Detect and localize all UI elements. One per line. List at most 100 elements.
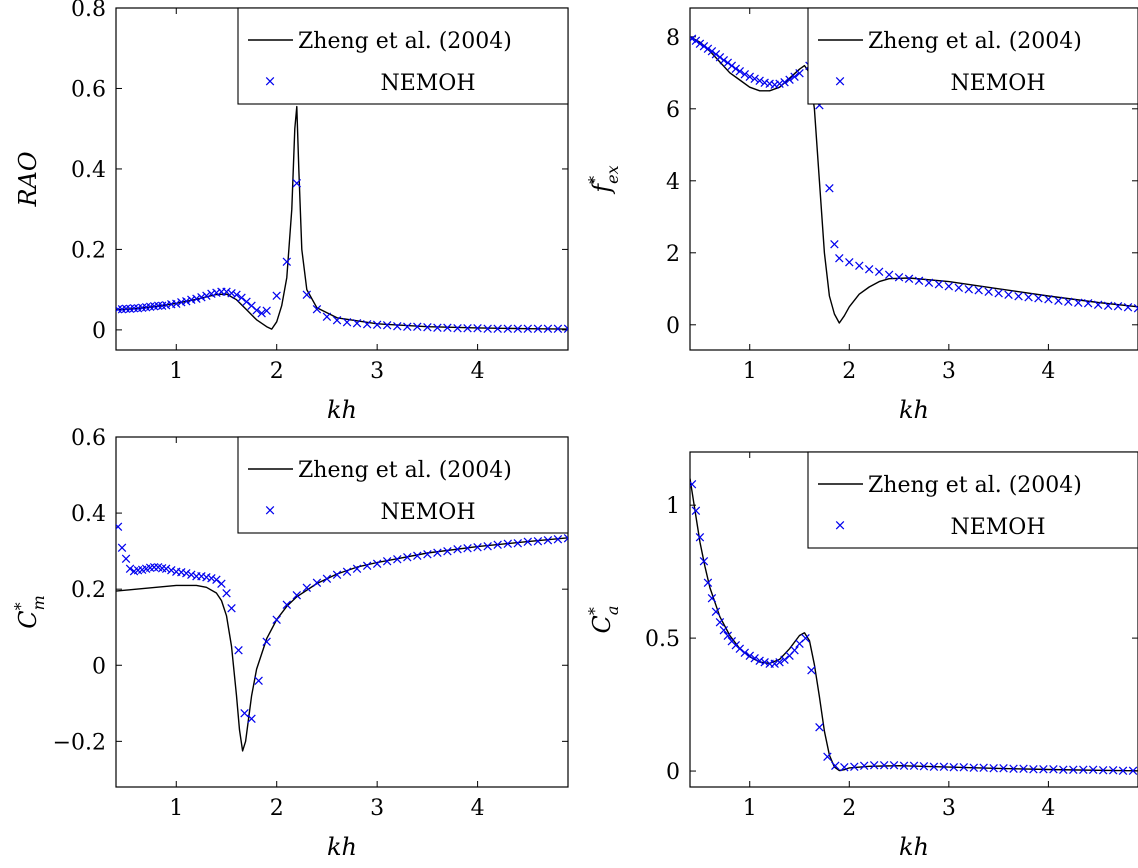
nemoh-marker: × [730,59,743,77]
nemoh-marker: × [977,759,990,777]
x-axis-label: kh [327,833,357,861]
nemoh-marker: × [829,757,842,775]
nemoh-marker: × [1052,291,1065,309]
nemoh-marker: × [140,298,153,316]
nemoh-marker: × [252,671,265,689]
nemoh-marker: × [858,757,871,775]
legend-box [237,7,569,105]
nemoh-marker: × [225,599,238,617]
nemoh-marker: × [962,280,975,298]
nemoh-marker: × [148,297,161,315]
x-axis-label: kh [327,396,357,424]
nemoh-marker: × [156,559,169,577]
y-tick-label: 1 [666,494,680,519]
x-tick-label: 2 [842,359,856,384]
nemoh-marker: × [722,626,735,644]
nemoh-marker: × [698,37,711,55]
nemoh-marker: × [1077,761,1090,779]
nemoh-marker: × [220,283,233,301]
x-tick-label: 4 [1041,796,1055,821]
legend-label-zheng: Zheng et al. (2004) [298,458,512,483]
nemoh-marker: × [768,654,781,672]
series-line-zheng [116,537,568,752]
nemoh-marker: × [853,256,866,274]
nemoh-marker: × [128,299,141,317]
y-tick-label: 0.4 [71,158,106,183]
nemoh-marker: × [185,291,198,309]
plot-area: ××××××××××××××××××××××××××××××××××××××××… [112,105,568,338]
nemoh-marker: × [238,704,251,722]
x-tick-label: 3 [942,796,956,821]
nemoh-marker: × [903,270,916,288]
nemoh-marker: × [743,67,756,85]
legend-box [807,7,1138,105]
nemoh-marker: × [706,42,719,60]
nemoh-marker: × [128,562,141,580]
nemoh-marker: × [220,584,233,602]
nemoh-marker: × [706,589,719,607]
nemoh-marker: × [351,314,364,332]
nemoh-marker: × [1047,760,1060,778]
nemoh-marker: × [112,300,125,318]
nemoh-marker: × [411,546,424,564]
nemoh-marker: × [341,313,354,331]
legend: Zheng et al. (2004) × NEMOH [807,7,1138,105]
nemoh-marker: × [778,650,791,668]
nemoh-marker: × [948,758,961,776]
nemoh-marker: × [1107,761,1120,779]
nemoh-marker: × [821,747,834,765]
y-tick-label: 0 [92,654,106,679]
nemoh-marker: × [461,539,474,557]
nemoh-marker: × [1057,760,1070,778]
nemoh-marker: × [997,759,1010,777]
nemoh-marker: × [260,302,273,320]
nemoh-marker: × [451,319,464,337]
nemoh-marker: × [124,300,137,318]
nemoh-marker: × [698,552,711,570]
nemoh-marker: × [391,317,404,335]
nemoh-marker: × [401,548,414,566]
nemoh-marker: × [778,73,791,91]
nemoh-marker: × [1122,298,1135,316]
nemoh-marker: × [805,661,818,679]
x-tick-label: 3 [370,796,384,821]
legend-label-zheng: Zheng et al. (2004) [868,473,1082,498]
nemoh-marker: × [1087,761,1100,779]
y-tick-label: 0 [666,760,680,785]
y-tick-label: 0.5 [645,627,680,652]
y-tick-label: 0.2 [71,578,106,603]
nemoh-marker: × [783,646,796,664]
nemoh-marker: × [116,538,129,556]
nemoh-marker: × [690,501,703,519]
y-tick-label: 0.8 [71,0,106,22]
nemoh-marker: × [793,64,806,82]
nemoh-marker: × [195,288,208,306]
x-tick-label: 1 [169,796,183,821]
nemoh-marker: × [873,263,886,281]
nemoh-marker: × [124,559,137,577]
nemoh-marker: × [813,718,826,736]
nemoh-marker: × [1037,760,1050,778]
nemoh-marker: × [1132,299,1138,317]
nemoh-marker: × [501,319,514,337]
nemoh-marker: × [908,757,921,775]
series-line-zheng [690,478,1138,772]
nemoh-marker: × [185,566,198,584]
nemoh-marker: × [828,235,841,253]
nemoh-marker: × [170,294,183,312]
nemoh-marker: × [195,567,208,585]
x-tick-label: 4 [471,796,485,821]
nemoh-marker: × [190,289,203,307]
nemoh-marker: × [542,531,555,549]
y-axis-label: C*m [11,595,48,629]
nemoh-marker: × [250,301,263,319]
nemoh-marker: × [210,283,223,301]
x-tick-label: 2 [270,359,284,384]
nemoh-marker: × [351,559,364,577]
nemoh-marker: × [280,252,293,270]
nemoh-marker: × [112,517,125,535]
y-tick-label: 2 [666,242,680,267]
y-axis-label: RAO [14,151,42,207]
nemoh-marker: × [783,70,796,88]
nemoh-marker: × [170,562,183,580]
